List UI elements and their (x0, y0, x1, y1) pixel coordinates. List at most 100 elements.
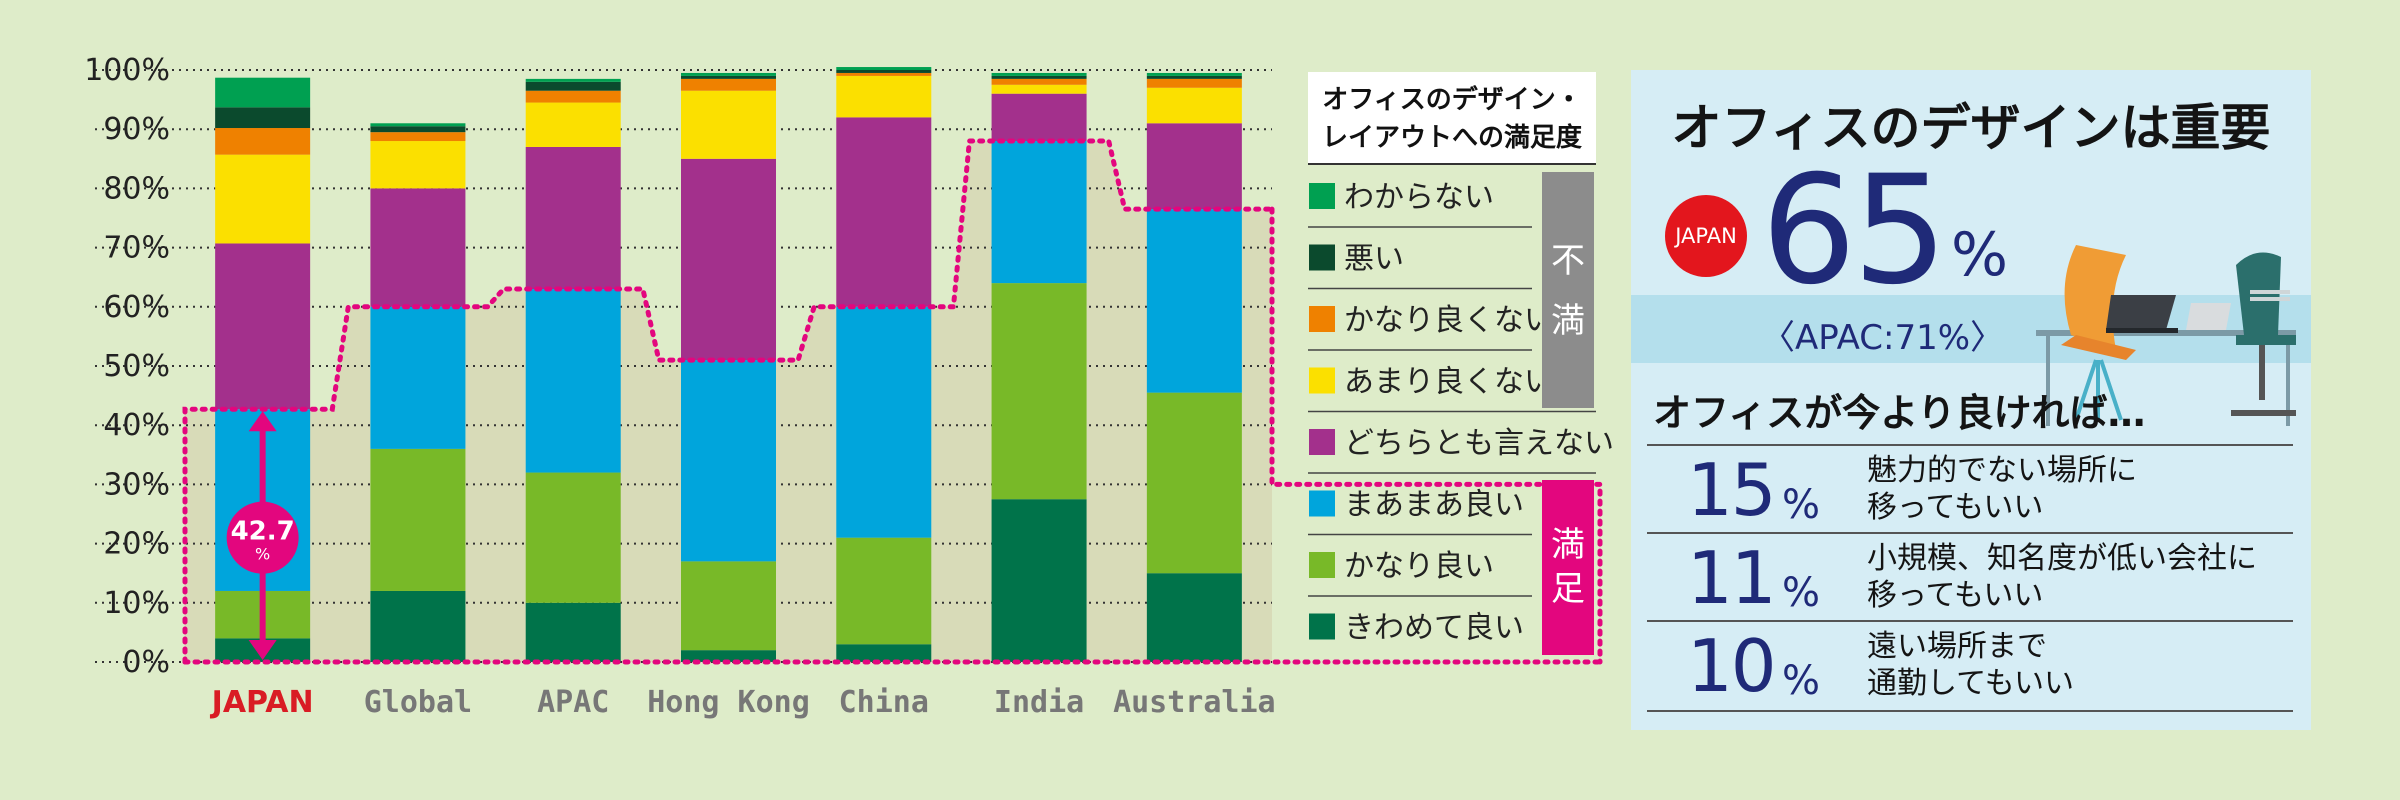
bar-segment (1146, 573, 1242, 662)
bar-segment (991, 499, 1087, 662)
y-tick-label: 40% (103, 408, 170, 443)
bar-segment (1146, 72, 1242, 76)
x-tick-label: JAPAN (210, 685, 314, 720)
legend-label: あまり良くない (1344, 365, 1554, 400)
bar-segment (836, 644, 932, 662)
stat-unit: % (1782, 570, 1821, 616)
bar-segment (215, 243, 311, 410)
stat-value: 10 (1687, 624, 1777, 708)
bar-segment (1146, 209, 1242, 393)
bar-segment (681, 90, 776, 159)
bar-segment (836, 117, 932, 307)
stat-value: 11 (1687, 536, 1777, 620)
bar-segment (525, 102, 621, 147)
bar-segment (370, 188, 466, 307)
bar-segment (525, 146, 621, 290)
bar-segment (370, 123, 466, 127)
group-dissatisfied-label: 不 (1551, 241, 1585, 281)
annotation-value: 42.7 (231, 517, 295, 547)
bar-segment (1146, 75, 1242, 79)
legend-label: まあまあ良い (1344, 488, 1524, 523)
annotation-arrowhead-up (248, 411, 277, 432)
bar-segment (215, 128, 311, 155)
stat-row: 11 % 小規模、知名度が低い会社に 移ってもいい (1647, 532, 2293, 622)
bar-segment (1146, 123, 1242, 210)
bar-segment (370, 448, 466, 591)
bar-segment (525, 81, 621, 91)
legend-label: わからない (1344, 180, 1494, 215)
stat-value: 15 (1687, 448, 1777, 532)
bar-segment (215, 77, 311, 108)
japan-badge: JAPAN (1665, 195, 1747, 277)
legend-swatch (1309, 613, 1335, 640)
bar-segment (525, 289, 621, 473)
bar-segment (681, 158, 776, 361)
bar-segment (1146, 78, 1242, 88)
stacked-bar-chart: 0% 10% 20% 30% 40% 50% 60% 70% 80% 90% 100% JAPAN Gl… (84, 53, 1614, 720)
apac-value: 〈APAC:71%〉 (1761, 318, 2005, 358)
bar-segment (836, 306, 932, 538)
stat-description: 小規模、知名度が低い会社に 移ってもいい (1867, 540, 2287, 614)
y-tick-label: 10% (103, 586, 170, 621)
japan-value: 65 (1761, 144, 1948, 318)
bar-segment (370, 132, 466, 142)
legend-label: きわめて良い (1344, 611, 1524, 646)
group-satisfied-label: 満 (1551, 525, 1585, 565)
legend-swatch (1309, 183, 1335, 209)
bar-segment (1146, 87, 1242, 124)
legend-swatch (1309, 244, 1335, 271)
bar-segment (836, 75, 932, 118)
x-tick-label: China (839, 685, 929, 720)
japan-value-unit: % (1951, 220, 2009, 290)
stat-description: 遠い場所まで 通勤してもいい (1867, 628, 2287, 702)
bar-segment (681, 78, 776, 91)
stat-line: 遠い場所まで (1867, 629, 2047, 664)
panel-title: オフィスのデザインは重要 (1671, 99, 2271, 157)
bar-segment (836, 70, 932, 73)
group-dissatisfied-label: 満 (1551, 301, 1585, 341)
bar-segment (681, 72, 776, 76)
bar-segment (370, 306, 466, 449)
legend-label: どちらとも言えない (1344, 426, 1614, 461)
legend-swatch (1309, 552, 1335, 578)
y-tick-label: 0% (122, 645, 170, 680)
stat-line: 小規模、知名度が低い会社に (1867, 541, 2257, 576)
bar-segment (991, 283, 1087, 500)
x-tick-label: Australia (1113, 685, 1276, 720)
group-satisfied (1542, 480, 1594, 655)
bar-segment (681, 75, 776, 79)
x-tick-label: Global (364, 685, 472, 720)
stat-description: 魅力的でない場所に 移ってもいい (1867, 452, 2287, 526)
legend-label: かなり良い (1344, 549, 1494, 584)
bar-segment (215, 107, 311, 129)
stat-unit: % (1782, 482, 1821, 528)
legend-label: 悪い (1344, 242, 1404, 277)
y-tick-label: 50% (103, 349, 170, 384)
legend-swatch (1309, 306, 1335, 332)
y-tick-label: 70% (103, 231, 170, 266)
bar-segment (681, 561, 776, 651)
bar-segment (370, 126, 466, 133)
bar-segment (991, 141, 1087, 284)
y-tick-label: 60% (103, 290, 170, 325)
info-panel: オフィスのデザインは重要 JAPAN 65 % 〈APAC:71%〉 オフィスが… (1631, 70, 2311, 730)
annotation-unit: % (255, 545, 270, 564)
bar-segment (991, 72, 1087, 76)
office-chair-illustration (2036, 245, 2296, 426)
bar-segment (525, 90, 621, 103)
y-tick-label: 80% (103, 171, 170, 206)
stat-row: 10 % 遠い場所まで 通勤してもいい (1647, 620, 2293, 712)
bar-segment (215, 154, 311, 244)
stat-line: 魅力的でない場所に (1867, 453, 2137, 488)
bar-segment (991, 84, 1087, 94)
group-dissatisfied (1542, 172, 1594, 408)
y-tick-label: 20% (103, 527, 170, 562)
bar-segment (525, 472, 621, 603)
bar-segment (991, 78, 1087, 85)
x-tick-label: APAC (537, 685, 609, 720)
annotation-circle (226, 501, 299, 574)
legend-outline (1269, 206, 1603, 665)
x-tick-label: India (994, 685, 1084, 720)
satisfied-outline (182, 138, 1275, 665)
legend-swatch (1309, 490, 1335, 517)
